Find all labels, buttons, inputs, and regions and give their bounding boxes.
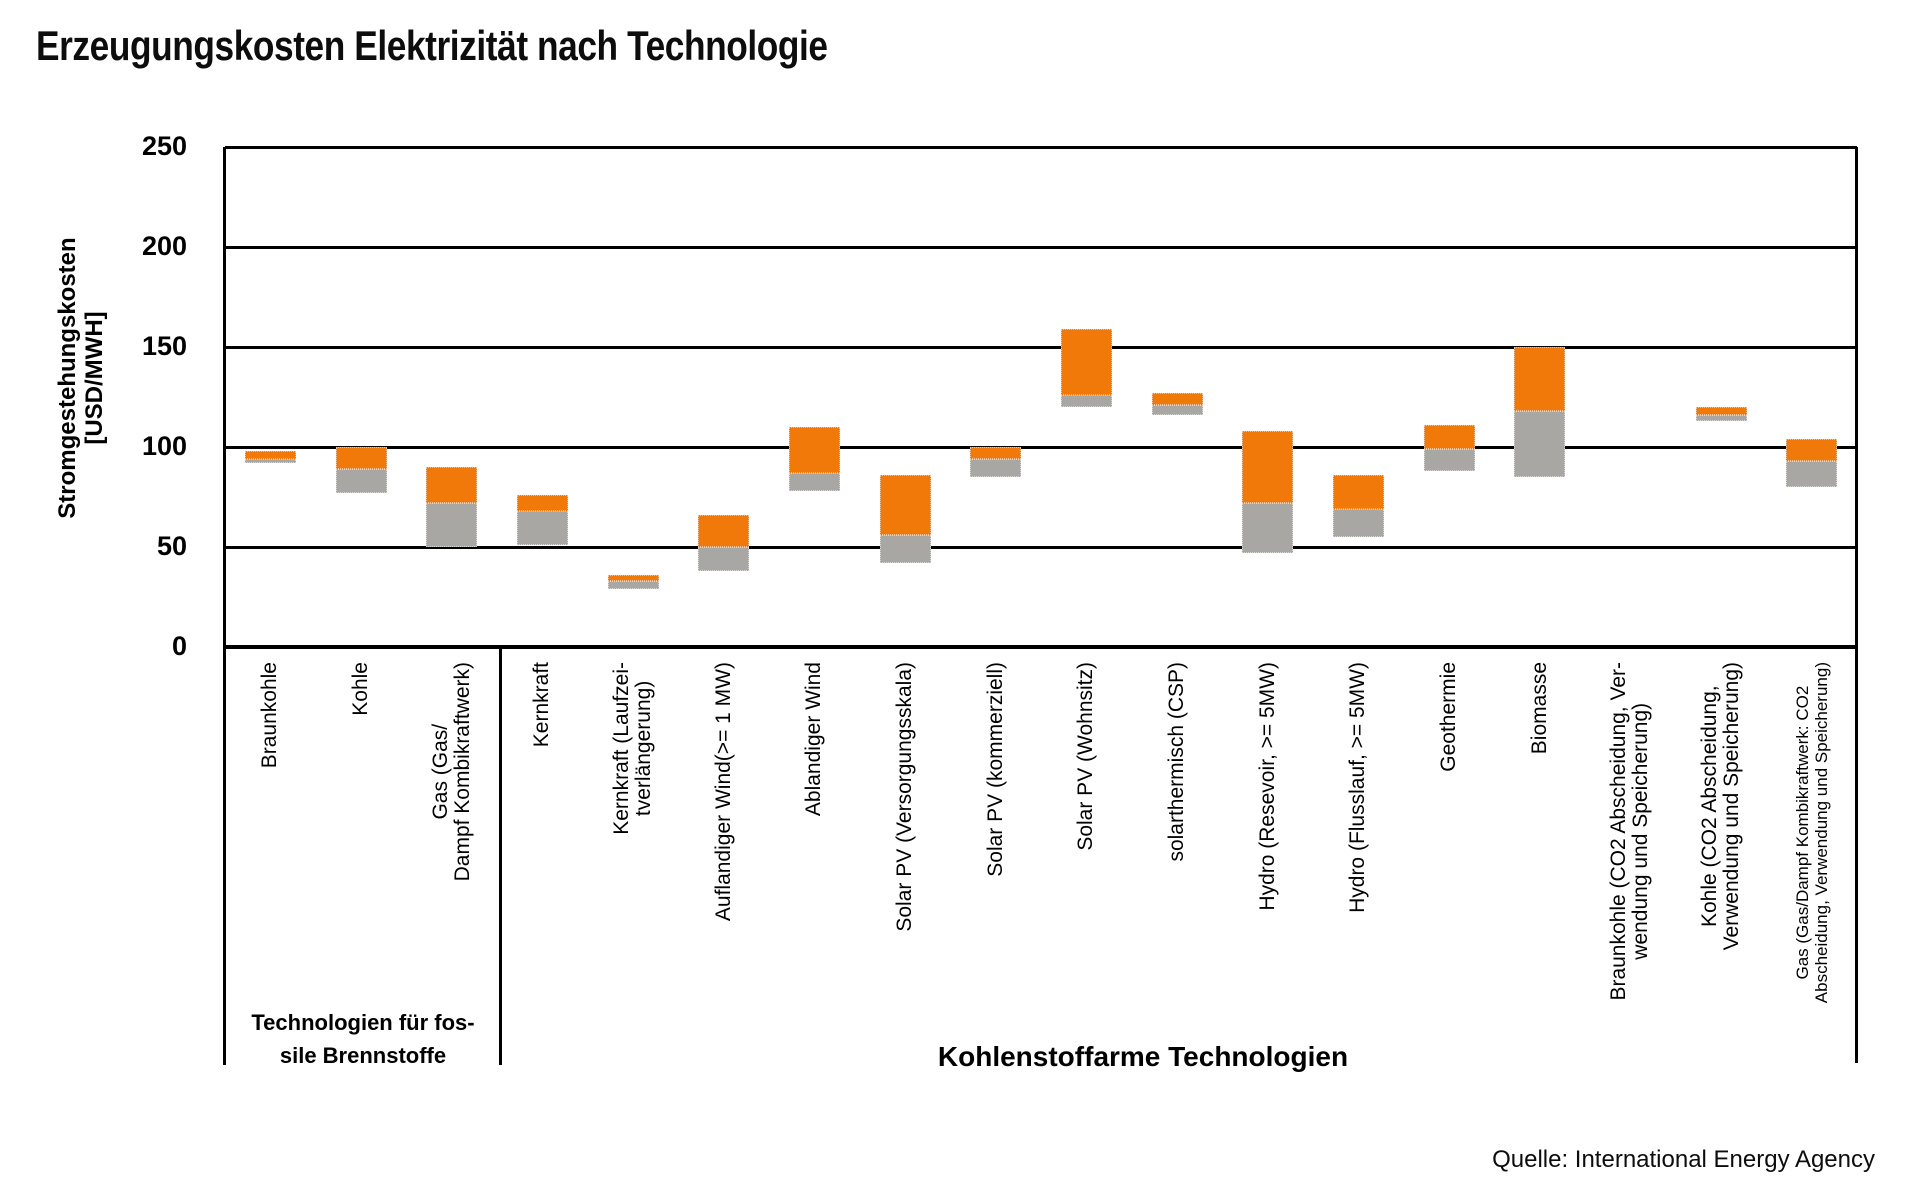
bar-segment-low: [1696, 415, 1747, 421]
y-axis-line: [223, 147, 226, 1065]
y-tick-label: 100: [141, 431, 187, 461]
bar-segment-low: [880, 535, 931, 563]
x-axis-label: Kernkraft: [530, 662, 553, 748]
y-tick-label: 250: [141, 131, 187, 161]
y-tick-label: 150: [141, 331, 187, 361]
bar-segment-low: [517, 511, 568, 545]
bar-segment-high: [880, 475, 931, 535]
bar-segment-high: [970, 447, 1021, 459]
bar-segment-high: [1696, 407, 1747, 415]
bar-segment-low: [1152, 405, 1203, 415]
bar-segment-high: [789, 427, 840, 473]
y-tick-label: 0: [171, 631, 187, 661]
x-axis-label: Biomasse: [1528, 662, 1551, 755]
x-axis-label: Kohle: [349, 662, 372, 716]
bar-segment-high: [426, 467, 477, 503]
bar-segment-high: [1242, 431, 1293, 503]
bar-segment-low: [1242, 503, 1293, 553]
x-axis-label: Solar PV (Versorgungsskala): [893, 662, 916, 932]
bar-segment-high: [698, 515, 749, 547]
x-axis-label: Hydro (Flusslauf, >= 5MW): [1346, 662, 1369, 913]
bar-segment-low: [1333, 509, 1384, 537]
bar-segment-low: [698, 547, 749, 571]
bar-segment-low: [1786, 461, 1837, 487]
y-tick-label: 50: [156, 531, 187, 561]
gridline-100: [225, 446, 1857, 449]
bar-segment-low: [1424, 449, 1475, 471]
bar-segment-high: [1152, 393, 1203, 405]
x-axis-label: Gas (Gas/Dampf Kombikraftwerk: CO2 Absch…: [1793, 662, 1831, 1004]
x-axis-label: solarthermisch (CSP): [1165, 662, 1188, 862]
x-axis-label: Braunkohle (CO2 Abscheidung, Ver- wendun…: [1607, 662, 1652, 1001]
x-axis-label: Braunkohle: [258, 662, 281, 769]
x-axis-label: Geothermie: [1437, 662, 1460, 772]
x-axis-label: Auflandiger Wind(>= 1 MW): [712, 662, 735, 922]
bar-segment-low: [426, 503, 477, 547]
bar-segment-high: [1424, 425, 1475, 449]
x-axis-label: Ablandiger Wind: [802, 662, 825, 817]
x-axis-label: Hydro (Resevoir, >= 5MW): [1256, 662, 1279, 911]
x-axis-label: Solar PV (Wohnsitz): [1074, 662, 1097, 851]
bar-segment-low: [608, 581, 659, 589]
bar-segment-low: [245, 459, 296, 463]
bar-segment-low: [970, 459, 1021, 477]
gridline-50: [225, 546, 1857, 549]
gridline-250: [225, 146, 1857, 149]
bar-segment-low: [1061, 395, 1112, 407]
bar-segment-high: [1061, 329, 1112, 395]
x-axis-label: Solar PV (kommerziell): [984, 662, 1007, 877]
source-caption: Quelle: International Energy Agency: [1492, 1146, 1875, 1173]
group-divider-line: [499, 647, 502, 1065]
gridline-200: [225, 246, 1857, 249]
y-tick-label: 200: [141, 231, 187, 261]
page-title: Erzeugungskosten Elektrizität nach Techn…: [36, 22, 828, 69]
bar-segment-low: [336, 469, 387, 493]
bar-segment-low: [1514, 411, 1565, 477]
bar-segment-high: [1333, 475, 1384, 509]
bar-segment-high: [608, 575, 659, 581]
bar-segment-high: [1514, 347, 1565, 411]
x-axis-label: Gas (Gas/ Dampf Kombikraftwerk): [429, 662, 474, 882]
gridline-150: [225, 346, 1857, 349]
y-axis-title: Stromgestehungskosten [USD/MWH]: [54, 237, 108, 519]
group-label-fossil: Technologien für fos- sile Brennstoffe: [251, 1010, 475, 1068]
bar-segment-high: [245, 451, 296, 459]
plot-right-border: [1855, 147, 1858, 1063]
bar-segment-low: [789, 473, 840, 491]
x-axis-label: Kohle (CO2 Abscheidung, Verwendung und S…: [1698, 662, 1743, 951]
bar-segment-high: [1786, 439, 1837, 461]
bar-segment-high: [517, 495, 568, 511]
gridline-0: [225, 645, 1857, 649]
group-label-low-carbon: Kohlenstoffarme Technologien: [937, 1041, 1349, 1072]
x-axis-label: Kernkraft (Laufzei- tverlängerung): [610, 662, 655, 835]
bar-segment-high: [336, 447, 387, 469]
